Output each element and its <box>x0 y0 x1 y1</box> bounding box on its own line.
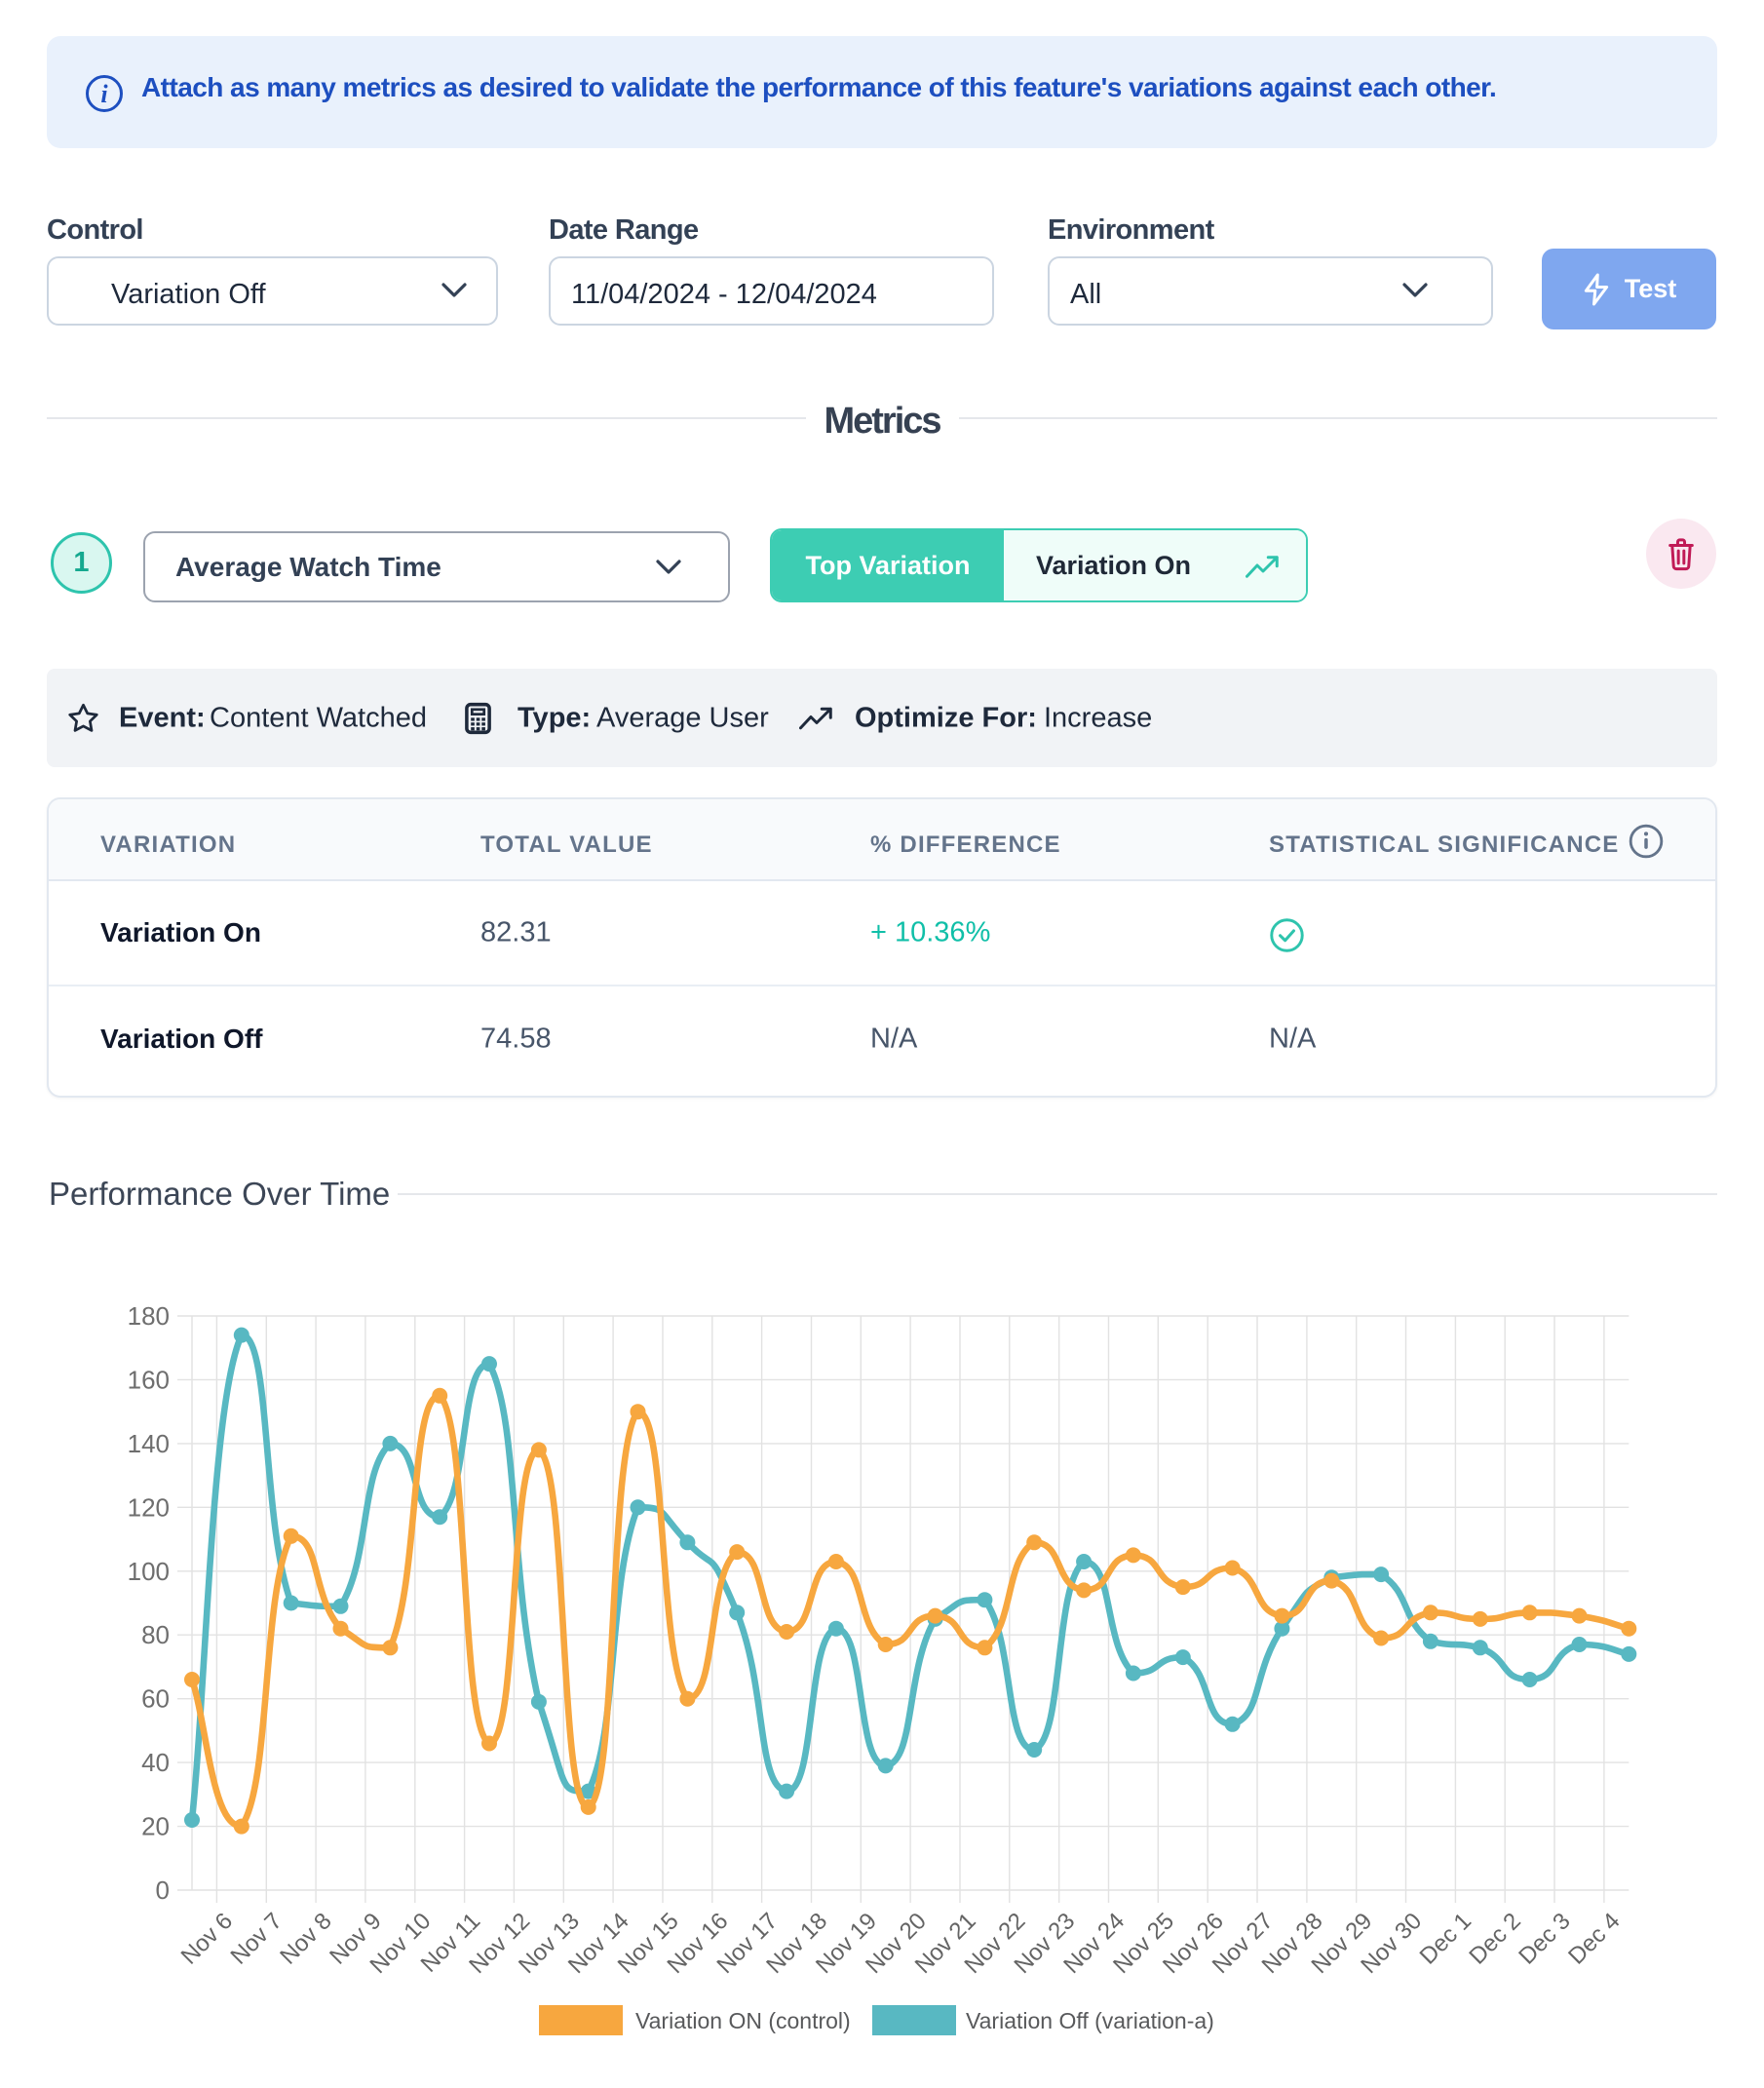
svg-text:Nov 7: Nov 7 <box>226 1908 288 1969</box>
svg-text:0: 0 <box>156 1875 170 1905</box>
svg-text:Nov 6: Nov 6 <box>176 1908 238 1969</box>
svg-text:Variation Off (variation-a): Variation Off (variation-a) <box>966 2008 1214 2033</box>
svg-text:Nov 8: Nov 8 <box>275 1908 336 1969</box>
svg-text:Dec 2: Dec 2 <box>1464 1908 1525 1969</box>
svg-text:Variation ON (control): Variation ON (control) <box>635 2008 851 2033</box>
svg-text:Dec 4: Dec 4 <box>1563 1908 1625 1969</box>
svg-text:Dec 3: Dec 3 <box>1514 1908 1575 1969</box>
svg-text:i: i <box>100 80 108 108</box>
svg-text:60: 60 <box>141 1684 170 1714</box>
svg-text:80: 80 <box>141 1620 170 1649</box>
svg-text:100: 100 <box>128 1557 170 1586</box>
svg-text:20: 20 <box>141 1812 170 1841</box>
svg-text:40: 40 <box>141 1748 170 1777</box>
svg-text:180: 180 <box>128 1301 170 1331</box>
svg-text:160: 160 <box>128 1365 170 1394</box>
svg-text:140: 140 <box>128 1429 170 1458</box>
svg-text:120: 120 <box>128 1492 170 1522</box>
svg-text:Dec 1: Dec 1 <box>1415 1908 1476 1969</box>
